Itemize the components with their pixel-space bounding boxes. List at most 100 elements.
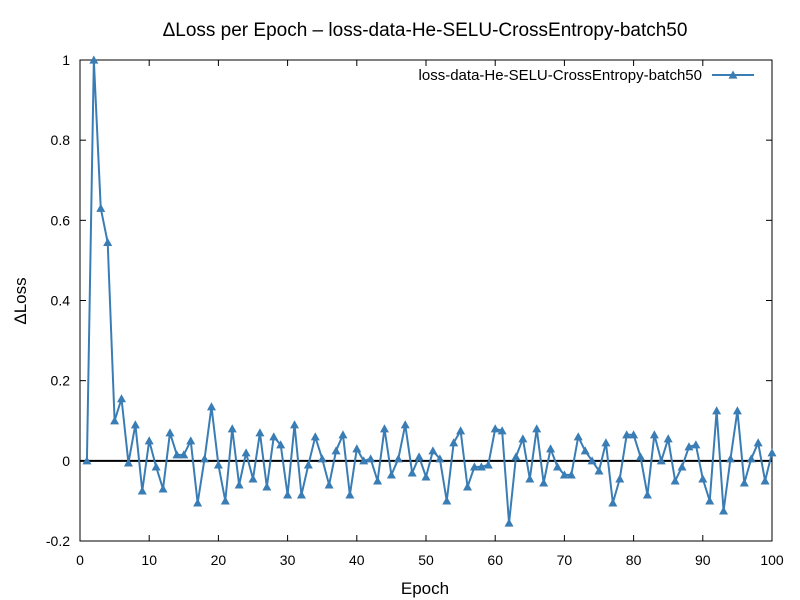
data-point (82, 456, 92, 465)
data-point (137, 486, 147, 495)
data-point (366, 454, 376, 463)
y-tick-label: -0.2 (46, 533, 70, 549)
data-point (220, 496, 230, 505)
x-tick-label: 10 (141, 552, 157, 568)
data-point (483, 460, 493, 469)
data-point (656, 456, 666, 465)
data-point (123, 458, 133, 467)
data-point (753, 438, 763, 447)
data-point (186, 436, 196, 445)
legend: loss-data-He-SELU-CrossEntropy-batch50 (419, 67, 754, 84)
data-point (712, 406, 722, 415)
x-tick-label: 90 (695, 552, 711, 568)
data-point (601, 438, 611, 447)
data-point (490, 424, 500, 433)
data-point (393, 454, 403, 463)
data-point (615, 474, 625, 483)
data-point (200, 454, 210, 463)
data-point (165, 428, 175, 437)
data-point (573, 432, 583, 441)
data-point (144, 436, 154, 445)
data-point (373, 476, 383, 485)
data-point (559, 470, 569, 479)
data-point (234, 480, 244, 489)
data-point (193, 498, 203, 507)
data-point (255, 428, 265, 437)
data-point (463, 482, 473, 491)
data-point (587, 456, 597, 465)
y-tick-label: 0.8 (51, 132, 71, 148)
data-point (760, 476, 770, 485)
data-point (719, 506, 729, 515)
y-tick-label: 0.6 (51, 212, 71, 228)
data-point (96, 203, 106, 212)
data-point (705, 496, 715, 505)
data-point (206, 402, 216, 411)
data-point (296, 490, 306, 499)
data-point (241, 448, 251, 457)
data-point (117, 394, 127, 403)
y-axis-title: ΔLoss (11, 277, 30, 324)
x-tick-label: 0 (76, 552, 84, 568)
data-point (476, 462, 486, 471)
data-point (566, 470, 576, 479)
data-point (677, 462, 687, 471)
data-point (262, 482, 272, 491)
data-point (435, 454, 445, 463)
y-tick-label: 0.2 (51, 373, 71, 389)
data-point (379, 424, 389, 433)
data-point (449, 438, 459, 447)
data-point (345, 490, 355, 499)
x-tick-label: 80 (626, 552, 642, 568)
data-point (456, 426, 466, 435)
data-point (338, 430, 348, 439)
data-point (670, 476, 680, 485)
data-point (407, 468, 417, 477)
chart-title: ΔLoss per Epoch – loss-data-He-SELU-Cros… (163, 20, 688, 41)
data-point (739, 478, 749, 487)
data-point (151, 462, 161, 471)
data-point (629, 430, 639, 439)
x-tick-label: 50 (418, 552, 434, 568)
data-point (622, 430, 632, 439)
data-point (691, 440, 701, 449)
x-tick-label: 60 (487, 552, 503, 568)
data-point (213, 460, 223, 469)
legend-marker (728, 70, 738, 79)
data-point (414, 452, 424, 461)
x-tick-label: 20 (211, 552, 227, 568)
data-point (580, 446, 590, 455)
data-point (732, 406, 742, 415)
data-point (552, 462, 562, 471)
data-point (511, 452, 521, 461)
data-point (158, 484, 168, 493)
data-point (698, 474, 708, 483)
data-point (504, 518, 514, 527)
data-point (746, 454, 756, 463)
data-point (428, 446, 438, 455)
data-point (497, 426, 507, 435)
data-point (172, 450, 182, 459)
data-point (594, 466, 604, 475)
data-point (352, 444, 362, 453)
data-point (442, 496, 452, 505)
data-point (130, 420, 140, 429)
y-tick-label: 1 (62, 52, 70, 68)
data-point (518, 434, 528, 443)
data-point (283, 490, 293, 499)
data-point (525, 474, 535, 483)
data-point (310, 432, 320, 441)
data-point (649, 430, 659, 439)
data-point (608, 498, 618, 507)
data-point (725, 454, 735, 463)
x-tick-label: 30 (280, 552, 296, 568)
plot-area: -0.200.20.40.60.810 10 20 30 40 50 60 70 80 90 100 (46, 52, 784, 568)
data-point (469, 462, 479, 471)
data-point (400, 420, 410, 429)
y-tick-label: 0.4 (51, 293, 71, 309)
x-tick-label: 70 (557, 552, 573, 568)
data-point (767, 448, 777, 457)
data-point (421, 472, 431, 481)
data-point (110, 416, 120, 425)
